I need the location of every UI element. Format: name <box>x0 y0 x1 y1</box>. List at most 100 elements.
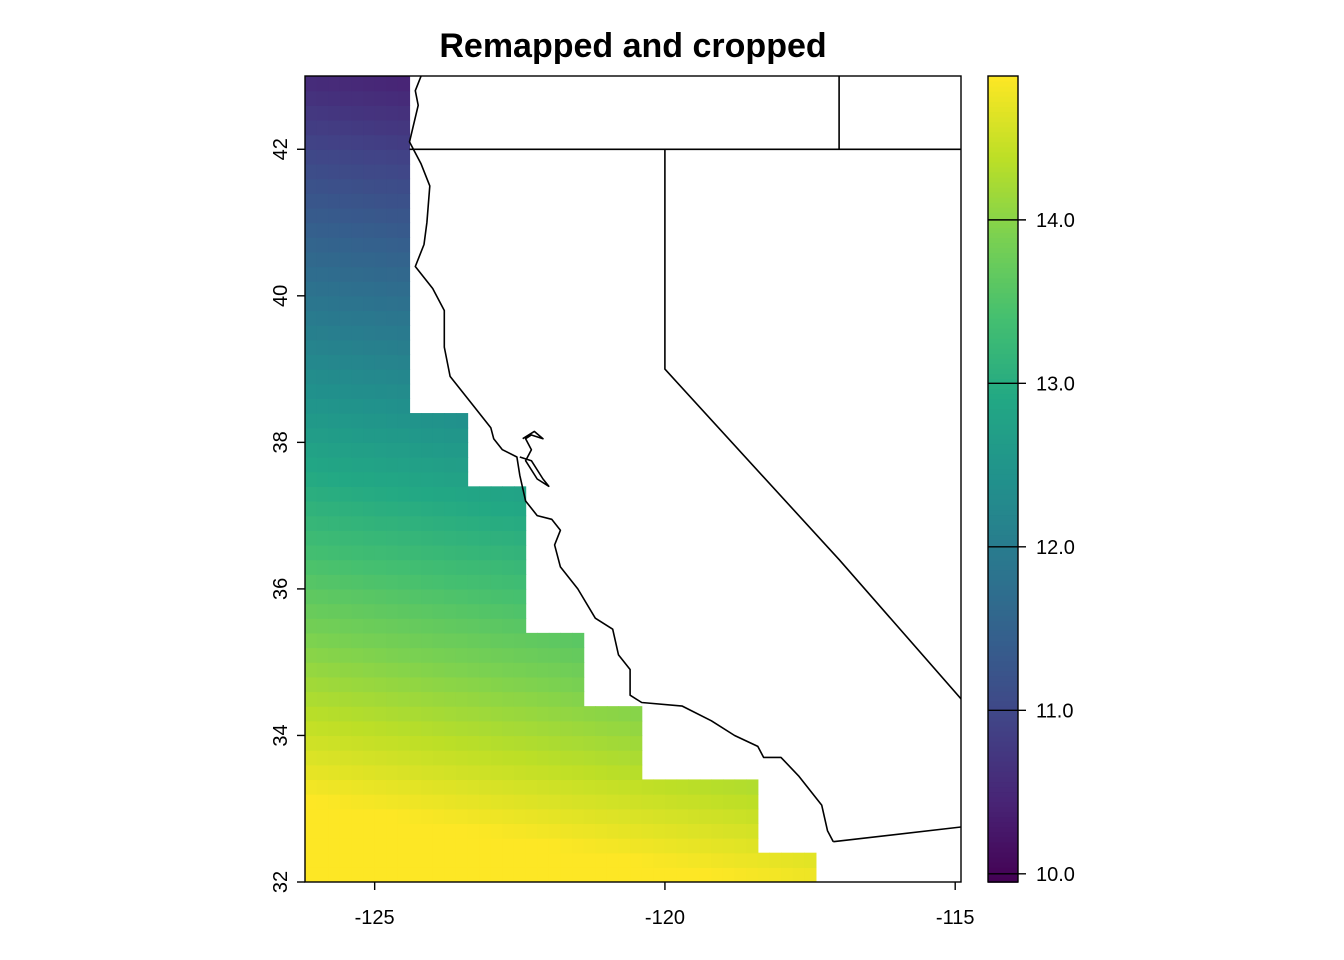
raster-cell <box>560 647 573 663</box>
raster-cell <box>328 500 341 517</box>
raster-cell <box>305 691 318 707</box>
raster-cell <box>746 823 759 839</box>
raster-cell <box>409 603 422 619</box>
raster-cell <box>363 90 376 106</box>
raster-cell <box>386 603 399 619</box>
color-legend-cell <box>988 609 1018 616</box>
raster-cell <box>490 530 503 546</box>
raster-cell <box>525 706 538 722</box>
raster-cell <box>316 588 329 605</box>
raster-cell <box>386 720 399 737</box>
raster-cell <box>397 794 411 810</box>
raster-cell <box>432 691 445 707</box>
color-legend-cell <box>988 529 1018 536</box>
raster-cell <box>351 515 364 531</box>
raster-cell <box>305 163 306 180</box>
raster-cell <box>328 544 341 561</box>
raster-cell <box>560 750 573 766</box>
raster-cell <box>386 471 399 487</box>
color-legend-cell <box>988 801 1018 808</box>
raster-cell <box>432 720 445 737</box>
raster-cell <box>386 295 399 312</box>
raster-cell <box>328 867 341 882</box>
raster-cell <box>397 720 411 737</box>
raster-cell <box>421 823 434 839</box>
raster-cell <box>339 808 353 824</box>
raster-cell <box>583 720 596 737</box>
y-tick-label: 38 <box>270 431 292 453</box>
raster-cell <box>339 867 353 882</box>
raster-cell <box>305 588 306 605</box>
raster-cell <box>339 354 353 370</box>
raster-cell <box>363 149 376 165</box>
y-axis: 32 34 36 38 40 42 <box>270 138 305 893</box>
raster-cell <box>421 764 434 781</box>
raster-cell <box>664 852 678 868</box>
raster-cell <box>351 647 364 663</box>
raster-cell <box>397 588 411 605</box>
raster-cell <box>386 383 399 399</box>
raster-cell <box>351 764 364 781</box>
raster-cell <box>421 838 434 854</box>
raster-cell <box>374 823 387 839</box>
color-legend-cell <box>988 635 1018 641</box>
color-legend-cell <box>988 730 1018 737</box>
raster-cell <box>444 427 457 443</box>
raster-cell <box>548 838 562 854</box>
raster-cell <box>363 691 376 707</box>
raster-cell <box>328 134 341 150</box>
raster-cell <box>316 574 329 590</box>
raster-cell <box>305 794 318 810</box>
raster-cell <box>328 706 341 722</box>
color-legend-cell <box>988 458 1018 465</box>
raster-cell <box>305 823 306 839</box>
color-legend-cell <box>988 650 1018 657</box>
color-legend-cell <box>988 383 1018 390</box>
raster-cell <box>444 852 457 868</box>
raster-cell <box>374 588 387 605</box>
us-mexico-border <box>833 826 961 843</box>
raster-cell <box>339 193 353 209</box>
raster-cell <box>711 808 724 824</box>
raster-cell <box>583 823 596 839</box>
raster-cell <box>467 544 480 561</box>
raster-cell <box>316 325 329 341</box>
raster-cell <box>305 662 318 678</box>
raster-cell <box>316 207 329 224</box>
color-legend-cell <box>988 468 1018 475</box>
color-legend-cell <box>988 368 1018 375</box>
raster-cell <box>722 779 736 795</box>
raster-cell <box>328 515 341 531</box>
raster-cell <box>583 750 596 766</box>
raster-cell <box>502 559 515 575</box>
raster-cell <box>572 808 585 824</box>
color-legend-cell <box>988 342 1018 349</box>
color-legend-cell <box>988 126 1018 133</box>
raster-cell <box>363 163 376 180</box>
raster-cell <box>757 867 771 882</box>
raster-cell <box>409 647 422 663</box>
raster-cell <box>305 207 318 224</box>
raster-cell <box>305 178 306 194</box>
raster-cell <box>479 867 492 882</box>
raster-cell <box>363 471 376 487</box>
raster-cell <box>305 251 306 268</box>
raster-cell <box>606 706 620 722</box>
raster-cell <box>560 838 573 854</box>
raster-cell <box>305 662 306 678</box>
color-legend-cell <box>988 705 1018 712</box>
y-tick-label: 34 <box>270 724 292 746</box>
raster-cell <box>479 662 492 678</box>
raster-cell <box>630 764 643 781</box>
raster-cell <box>386 193 399 209</box>
raster-cell <box>374 867 387 882</box>
raster-cell <box>618 720 631 737</box>
raster-cell <box>409 500 422 517</box>
raster-cell <box>328 559 341 575</box>
raster-cell <box>386 588 399 605</box>
raster-cell <box>641 838 654 854</box>
raster-cell <box>409 471 422 487</box>
raster-cell <box>351 559 364 575</box>
raster-cell <box>316 559 329 575</box>
